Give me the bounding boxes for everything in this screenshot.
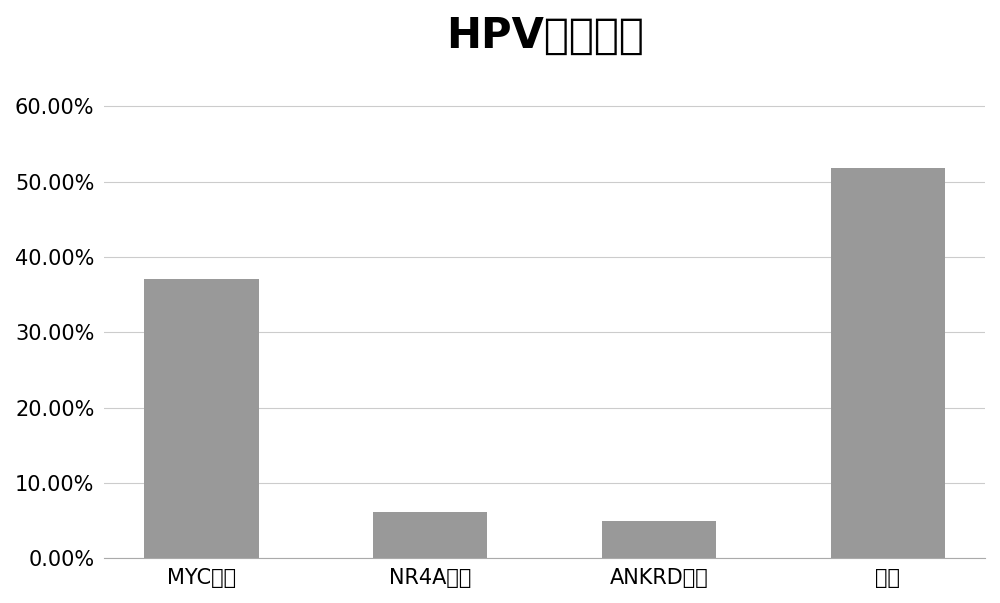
Bar <box>831 168 945 558</box>
Bar <box>602 521 716 558</box>
Title: HPV整合位点: HPV整合位点 <box>446 15 644 57</box>
Bar <box>373 512 487 558</box>
Bar <box>144 279 259 558</box>
